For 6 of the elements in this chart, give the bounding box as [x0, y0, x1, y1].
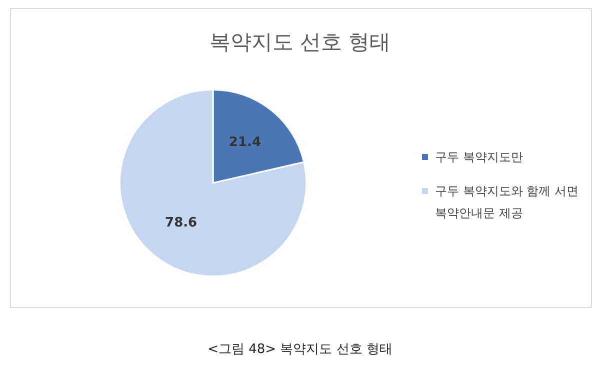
text: <그림 48> 복약지도 선호 형태: [206, 341, 394, 358]
data-label: 78.6: [165, 216, 198, 230]
legend-label: 구두 복약지도만: [435, 149, 523, 166]
chart-title: 복약지도 선호 형태: [208, 29, 392, 56]
legend-label: 구두 복약지도와 함께 서면 복약안내문 제공: [435, 183, 580, 222]
data-label: 21.4: [228, 135, 261, 150]
